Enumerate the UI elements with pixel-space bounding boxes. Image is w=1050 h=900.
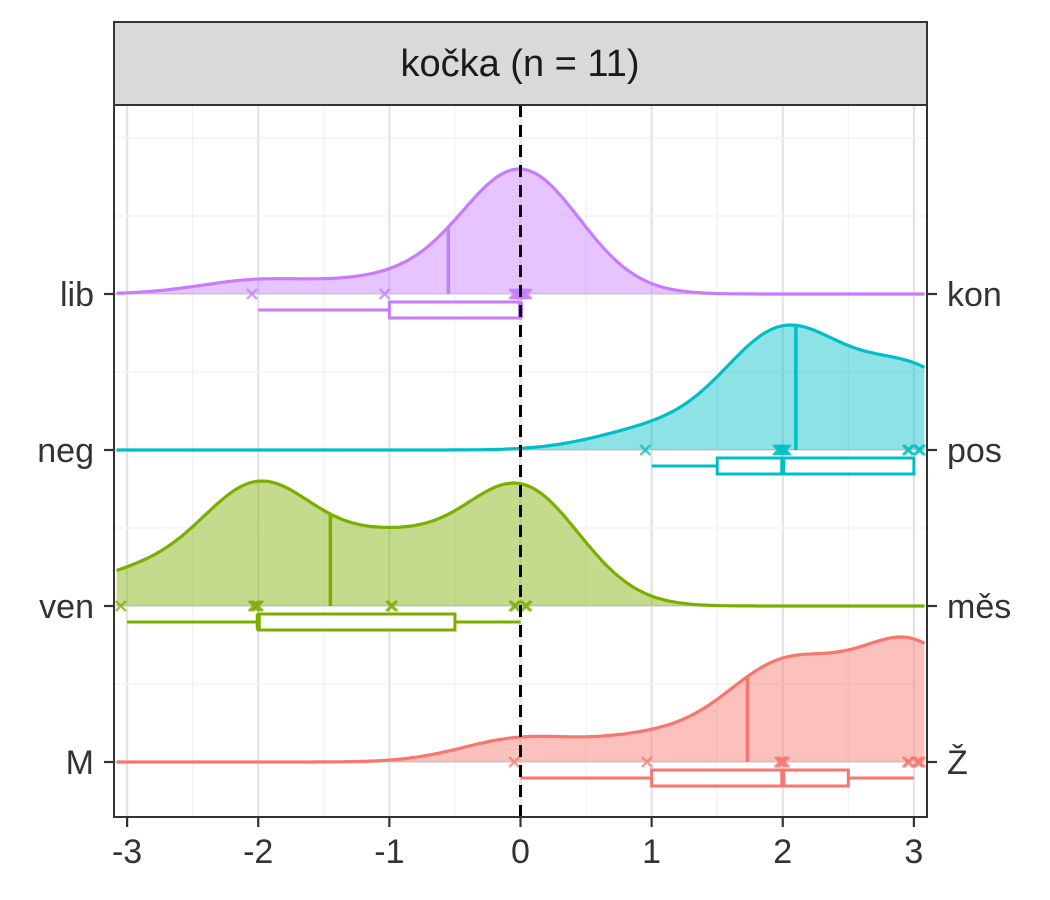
x-tick-label: -3	[112, 833, 142, 871]
x-tick-label: -2	[243, 833, 273, 871]
ridge-ven	[114, 479, 925, 632]
x-tick-label: 2	[773, 833, 792, 871]
density-line	[116, 479, 925, 608]
data-point-cross	[641, 756, 653, 768]
y-tick-label-right: kon	[947, 276, 1002, 314]
box-iqr	[650, 768, 850, 788]
density-area	[116, 325, 925, 450]
y-tick-label-right: Ž	[947, 744, 968, 782]
data-point-cross	[903, 756, 916, 768]
box-iqr	[715, 456, 916, 476]
y-tick-label-right: měs	[947, 588, 1011, 626]
data-point-cross	[914, 444, 927, 456]
y-tick-label-left: ven	[39, 588, 94, 626]
y-tick-label-left: lib	[60, 276, 94, 314]
data-point-cross	[378, 288, 391, 300]
density-area	[116, 637, 925, 762]
ridge-M	[116, 635, 927, 788]
data-point-cross	[520, 600, 533, 612]
axes: -3 -2 -1 0 1 2 3 lib kon neg pos ven měs M Ž	[37, 276, 1011, 871]
data-point-cross	[914, 756, 927, 768]
data-point-cross	[520, 288, 533, 300]
density-area	[116, 481, 925, 606]
data-point-cross	[780, 444, 792, 456]
y-tick-label-left: M	[66, 744, 94, 782]
data-point-cross	[508, 756, 521, 768]
data-point-cross	[246, 288, 258, 300]
data-point-cross	[114, 600, 127, 612]
y-tick-label-right: pos	[947, 432, 1002, 470]
chart-title: kočka (n = 11)	[400, 43, 639, 85]
data-point-cross	[639, 444, 652, 456]
data-point-cross	[778, 756, 791, 768]
box-iqr	[387, 300, 522, 320]
data-point-cross	[386, 600, 399, 612]
facet-strip	[113, 21, 928, 106]
y-tick-label-left: neg	[37, 432, 94, 470]
x-tick-label: 3	[904, 833, 923, 871]
x-tick-label: 1	[642, 833, 661, 871]
data-point-cross	[252, 600, 265, 612]
x-tick-label: 0	[511, 833, 530, 871]
x-tick-label: -1	[374, 833, 404, 871]
box-iqr	[256, 612, 457, 632]
data-point-cross	[903, 444, 916, 456]
